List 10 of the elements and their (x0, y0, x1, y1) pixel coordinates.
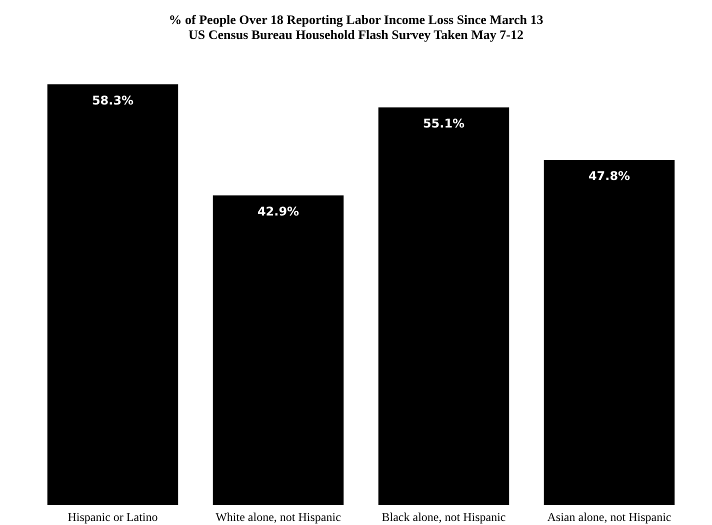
x-tick-label: Asian alone, not Hispanic (547, 510, 672, 524)
chart-title: % of People Over 18 Reporting Labor Income Loss Since March 13 (168, 12, 544, 27)
x-tick-label: White alone, not Hispanic (216, 510, 341, 524)
data-label: 58.3% (92, 93, 134, 108)
data-label: 55.1% (422, 116, 465, 130)
x-tick-label: Hispanic or Latino (68, 510, 158, 524)
x-tick-label: Black alone, not Hispanic (382, 510, 506, 524)
data-label: 42.9% (257, 204, 300, 218)
data-label: 47.8% (588, 169, 630, 184)
chart-subtitle: US Census Bureau Household Flash Survey Taken May 7-12 (188, 27, 524, 42)
